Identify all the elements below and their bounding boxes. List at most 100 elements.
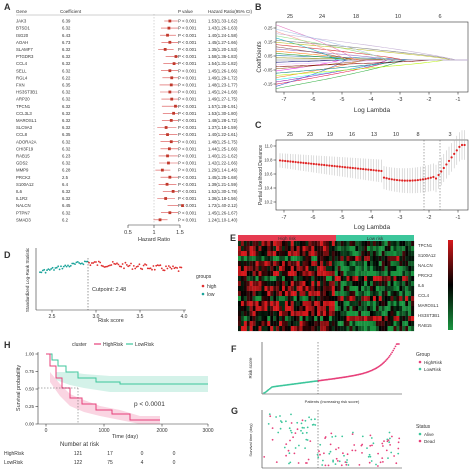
heatmap-cell bbox=[346, 246, 350, 252]
heatmap-cell bbox=[258, 326, 262, 332]
survival-status-point bbox=[297, 462, 300, 464]
lasso-cv-x-tick-label: -7 bbox=[282, 215, 287, 221]
heatmap-cell bbox=[305, 276, 309, 282]
km-y-tick-label: 0.25 bbox=[25, 404, 34, 409]
heatmap-cell bbox=[264, 306, 268, 312]
heatmap-cell bbox=[279, 256, 283, 262]
survival-status-point bbox=[381, 442, 384, 445]
heatmap-cell bbox=[308, 301, 312, 307]
heatmap-cell bbox=[328, 261, 332, 267]
heatmap-cell bbox=[273, 321, 277, 327]
heatmap-cell bbox=[399, 271, 403, 277]
heatmap-cell bbox=[346, 276, 350, 282]
heatmap-cell bbox=[367, 251, 371, 257]
heatmap-cell bbox=[308, 316, 312, 322]
forest-hr-text: 1.72(1.40-2.12) bbox=[208, 203, 238, 208]
heatmap-cell bbox=[238, 326, 242, 332]
heatmap-cell bbox=[252, 296, 256, 302]
survival-status-point bbox=[334, 463, 337, 465]
heatmap-cell bbox=[305, 306, 309, 312]
risk-y-label: Risk score bbox=[248, 357, 253, 379]
heatmap-cell bbox=[375, 291, 379, 297]
heatmap-cell bbox=[352, 241, 356, 247]
heatmap-gene-label: S100A12 bbox=[418, 253, 436, 258]
cutpoint-point bbox=[50, 268, 53, 270]
heatmap-cell bbox=[408, 291, 412, 297]
heatmap-cell bbox=[243, 321, 247, 327]
cutpoint-point bbox=[158, 264, 160, 267]
heatmap-cell bbox=[290, 326, 294, 332]
heatmap-cell bbox=[296, 321, 300, 327]
heatmap-cell bbox=[252, 261, 256, 267]
heatmap-cell bbox=[243, 306, 247, 312]
heatmap-cell bbox=[311, 276, 315, 282]
survival-status-point bbox=[263, 456, 266, 458]
heatmap-cell bbox=[390, 286, 394, 292]
panel-label-e: E bbox=[230, 233, 236, 243]
cutpoint-point bbox=[145, 264, 148, 266]
heatmap-cell bbox=[355, 256, 359, 262]
risk-score-point bbox=[391, 351, 393, 354]
heatmap-cell bbox=[334, 321, 338, 327]
heatmap-cell bbox=[308, 296, 312, 302]
risk-score-plot: Patients (increasing risk score) Risk sc… bbox=[248, 342, 443, 404]
heatmap-cell bbox=[349, 296, 353, 302]
heatmap-cell bbox=[299, 256, 303, 262]
heatmap-cell bbox=[364, 291, 368, 297]
heatmap-cell bbox=[320, 261, 324, 267]
heatmap-cell bbox=[276, 311, 280, 317]
lasso-cv-x-tick-label: -5 bbox=[340, 215, 345, 221]
heatmap-cell bbox=[287, 251, 291, 257]
heatmap-cell bbox=[326, 301, 330, 307]
heatmap-cell bbox=[361, 251, 365, 257]
lasso-cv-point bbox=[437, 173, 440, 177]
forest-point bbox=[172, 111, 176, 115]
heatmap-cell bbox=[279, 316, 283, 322]
heatmap-cell bbox=[273, 256, 277, 262]
lasso-coef-path bbox=[275, 39, 468, 61]
forest-coef: 6.32 bbox=[62, 125, 71, 130]
heatmap-cell bbox=[378, 326, 382, 332]
heatmap-cell bbox=[240, 266, 244, 272]
heatmap-cell bbox=[370, 321, 374, 327]
heatmap-cell bbox=[238, 306, 242, 312]
heatmap-cell bbox=[258, 291, 262, 297]
survival-status-point bbox=[351, 433, 354, 435]
heatmap-cell bbox=[352, 266, 356, 272]
survival-status-point bbox=[289, 461, 292, 464]
heatmap-cell bbox=[378, 321, 382, 327]
cutpoint-point bbox=[40, 271, 43, 274]
heatmap-cell bbox=[261, 251, 265, 257]
heatmap-cell bbox=[238, 266, 242, 272]
forest-hr-text: 1.52(1.30-1.78) bbox=[208, 189, 238, 194]
forest-gene: FXN bbox=[16, 83, 25, 88]
heatmap-cell bbox=[287, 326, 291, 332]
survival-status-point bbox=[314, 418, 316, 421]
survival-status-point bbox=[389, 444, 391, 446]
heatmap-cell bbox=[334, 296, 338, 302]
heatmap-gene-label: RAB15 bbox=[418, 323, 432, 328]
forest-pvalue: P < 0.001 bbox=[178, 40, 197, 45]
forest-hr-text: 1.43(1.26-1.63) bbox=[208, 26, 238, 31]
heatmap-cell bbox=[349, 291, 353, 297]
heatmap-cell bbox=[323, 246, 327, 252]
forest-coef: 2.5 bbox=[62, 175, 69, 180]
heatmap-cell bbox=[299, 251, 303, 257]
heatmap-cell bbox=[370, 286, 374, 292]
forest-header-p: P value bbox=[178, 9, 193, 14]
heatmap-cell bbox=[243, 256, 247, 262]
forest-point bbox=[166, 33, 169, 37]
heatmap-cell bbox=[290, 261, 294, 267]
heatmap-cell bbox=[258, 246, 262, 252]
forest-point bbox=[167, 161, 170, 165]
survival-status-point bbox=[390, 451, 393, 454]
survival-status-point bbox=[335, 457, 338, 460]
km-risk-value: 75 bbox=[107, 460, 113, 466]
heatmap-cell bbox=[328, 296, 332, 302]
km-pvalue: p < 0.0001 bbox=[134, 401, 165, 408]
heatmap-cell bbox=[314, 241, 318, 247]
survival-status-point bbox=[317, 456, 320, 459]
heatmap-cell bbox=[255, 256, 259, 262]
heatmap-cell bbox=[352, 251, 356, 257]
forest-gene: ISG20 bbox=[16, 33, 29, 38]
